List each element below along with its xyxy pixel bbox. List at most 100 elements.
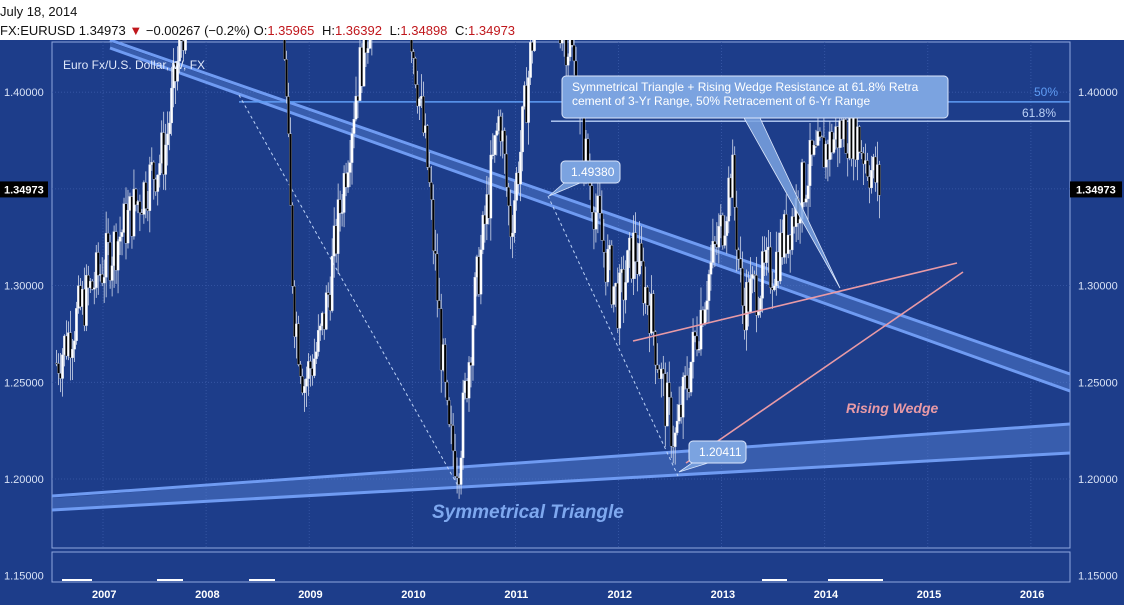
candle-body <box>717 226 721 248</box>
candle-body <box>610 245 614 305</box>
candle-body <box>338 199 342 214</box>
header-date: July 18, 2014 <box>0 4 78 19</box>
candle-body <box>90 281 94 290</box>
y-tick-label-left: 1.25000 <box>4 377 44 389</box>
candle-body <box>769 246 772 288</box>
candle-body <box>527 77 530 123</box>
candle-body <box>802 162 806 203</box>
low-value: 1.34898 <box>400 23 448 38</box>
triangle-support-band <box>52 424 1070 510</box>
candle-body <box>451 425 455 452</box>
last-price-tag-right <box>1070 181 1122 198</box>
candle-body <box>433 250 437 255</box>
candle-body <box>866 160 869 177</box>
candle-body <box>287 96 290 134</box>
candle-body <box>513 200 516 234</box>
candle-body <box>447 400 451 425</box>
candle-body <box>354 95 358 120</box>
candle-body <box>503 130 507 155</box>
swing-line-2008-2010 <box>238 94 459 487</box>
candle-body <box>368 40 372 49</box>
candle-body <box>330 255 334 311</box>
candle-body <box>166 133 169 146</box>
candle-body <box>489 154 493 219</box>
x-tick-label: 2011 <box>504 589 528 601</box>
candle-body <box>422 96 425 133</box>
candle-body <box>443 344 447 383</box>
candle-body <box>301 376 304 394</box>
candle-body <box>790 216 794 251</box>
candle-body <box>291 204 294 287</box>
triangle-support-line-upper <box>51 422 1071 498</box>
candle-body <box>318 325 322 331</box>
last-price: 1.34973 <box>78 23 126 38</box>
candle-body <box>479 249 483 295</box>
candle-body <box>693 331 697 337</box>
title-callout-box <box>561 75 949 119</box>
candle-body <box>509 205 512 237</box>
bottom-pane-mark <box>157 579 183 581</box>
candle-body <box>739 258 742 269</box>
open-value: 1.35965 <box>267 23 315 38</box>
high-callout-text: 1.49380 <box>571 165 615 179</box>
candle-body <box>326 292 330 295</box>
candle-body <box>685 375 689 389</box>
candle-body <box>709 262 713 275</box>
candle-body <box>602 240 606 253</box>
symbol-label[interactable]: FX:EURUSD <box>0 23 76 38</box>
candle-body <box>289 133 292 206</box>
candle-body <box>519 151 522 185</box>
candle-body <box>665 382 669 427</box>
candle-body <box>431 199 435 252</box>
candle-body <box>120 232 124 237</box>
candle-body <box>646 287 649 306</box>
candle-body <box>346 172 350 188</box>
candle-body <box>681 376 685 418</box>
candle-body <box>176 61 179 82</box>
bottom-pane-mark <box>762 579 787 581</box>
candle-body <box>675 420 679 433</box>
candle-body <box>184 40 187 51</box>
candle-body <box>725 221 729 236</box>
candle-body <box>590 185 594 213</box>
candle-body <box>180 40 183 42</box>
candle-body <box>624 282 627 301</box>
fib-50-label: 50% <box>1034 85 1058 99</box>
candle-body <box>138 201 142 213</box>
high-callout-box <box>560 160 621 184</box>
candle-body <box>110 265 114 281</box>
candle-body <box>108 242 112 281</box>
candle-body <box>473 277 477 326</box>
low-label: L: <box>389 23 401 38</box>
close-label: C: <box>455 23 469 38</box>
down-arrow-icon: ▼ <box>129 23 143 38</box>
chart-canvas[interactable]: 1.15000 1.15000 1.20000 1.20000 1.25000 1.250… <box>0 40 1124 605</box>
triangle-resistance-line-lower <box>109 46 1071 393</box>
candle-body <box>340 212 344 214</box>
candle-body <box>314 351 318 359</box>
x-tick-label: 2013 <box>711 589 735 601</box>
candle-body <box>313 358 316 376</box>
candle-body <box>812 145 816 155</box>
candle-body <box>634 232 637 262</box>
candle-body <box>844 119 848 154</box>
candle-body <box>727 177 731 222</box>
candle-body <box>808 140 812 186</box>
candle-body <box>667 382 671 398</box>
last-price-label-left: 1.34973 <box>4 184 44 196</box>
y-tick-label-right: 1.40000 <box>1078 87 1118 99</box>
triangle-resistance-line-upper <box>109 40 1071 376</box>
candle-body <box>148 164 152 211</box>
candle-body <box>459 457 463 485</box>
candle-body <box>713 241 717 245</box>
candle-body <box>305 378 308 387</box>
high-value: 1.36392 <box>334 23 382 38</box>
candle-body <box>467 362 471 399</box>
candle-body <box>656 364 659 370</box>
title-callout-text: Symmetrical Triangle + Rising Wedge Resi… <box>572 80 919 94</box>
candle-body <box>598 195 602 214</box>
price-chart[interactable]: 1.15000 1.15000 1.20000 1.20000 1.25000 1.250… <box>0 40 1124 605</box>
y-tick-label-left: 1.40000 <box>4 87 44 99</box>
candle-body <box>299 364 302 377</box>
candle-body <box>418 98 421 107</box>
